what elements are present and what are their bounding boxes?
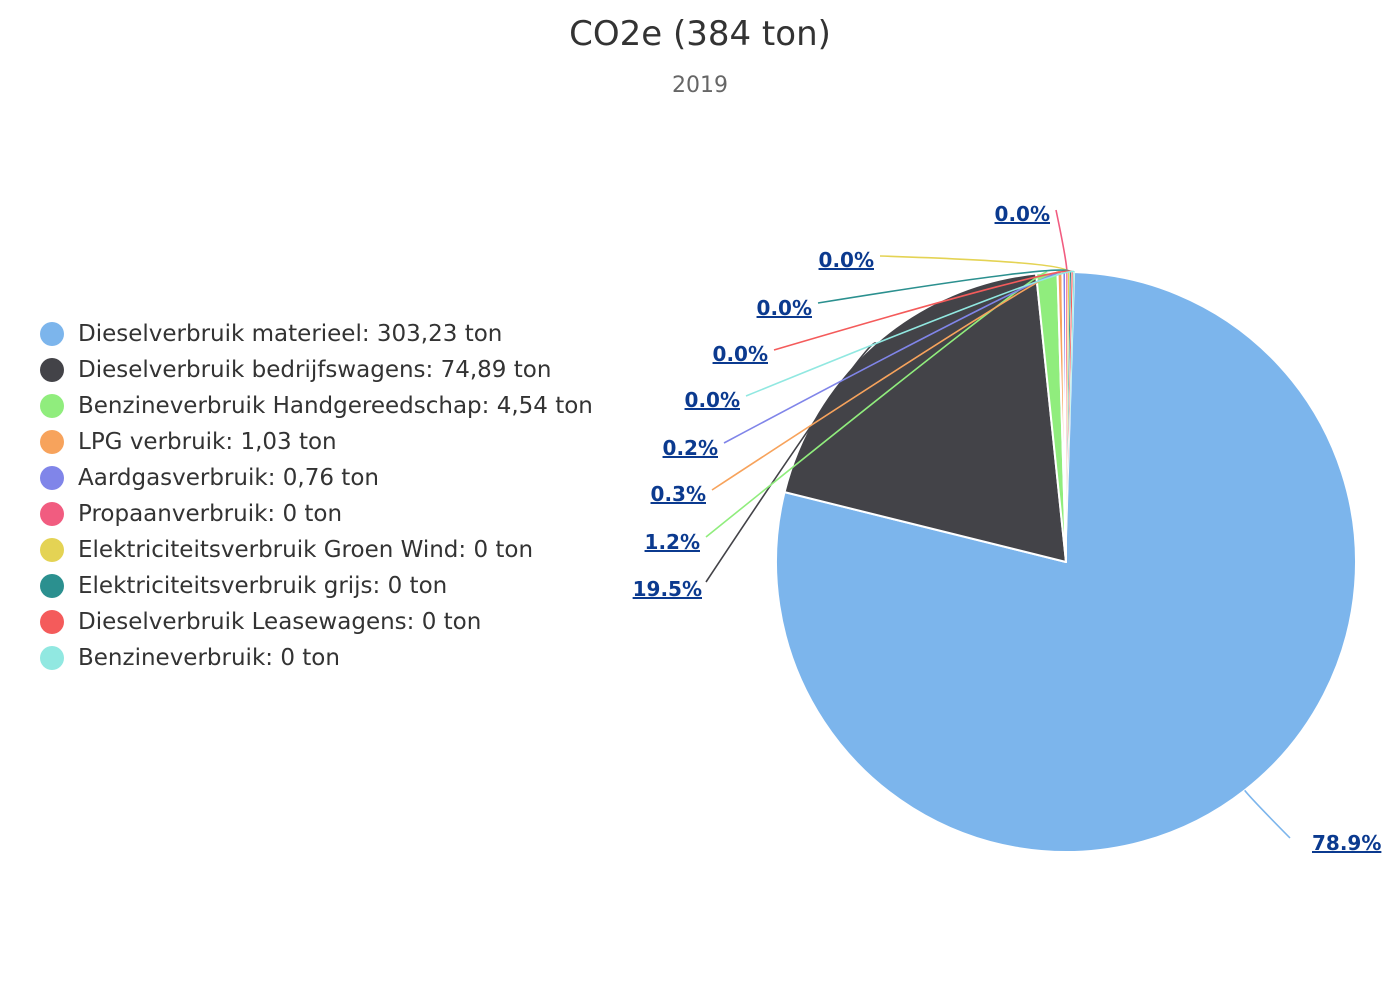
legend-swatch-icon	[40, 538, 64, 562]
pie-slices	[775, 270, 1357, 853]
data-label[interactable]: 0.0%	[995, 202, 1050, 226]
legend-item[interactable]: LPG verbruik: 1,03 ton	[40, 424, 640, 460]
data-label[interactable]: 0.0%	[757, 296, 812, 320]
connector-line	[817, 269, 1072, 304]
connector-line	[773, 270, 1074, 351]
data-label[interactable]: 19.5%	[633, 577, 702, 601]
legend-label: Elektriciteitsverbruik Groen Wind: 0 ton	[78, 537, 534, 563]
data-labels: 78.9% 19.5% 1.2% 0.3% 0.2% 0.0% 0.0% 0.0% 0.0% 0.…	[633, 202, 1382, 855]
connector-line	[1244, 789, 1291, 839]
legend-swatch-icon	[40, 358, 64, 382]
legend-swatch-icon	[40, 394, 64, 418]
legend-swatch-icon	[40, 466, 64, 490]
chart-legend: Dieselverbruik materieel: 303,23 ton Die…	[40, 316, 640, 676]
data-label[interactable]: 1.2%	[645, 530, 700, 554]
legend-label: Elektriciteitsverbruik grijs: 0 ton	[78, 573, 448, 599]
legend-label: Aardgasverbruik: 0,76 ton	[78, 465, 379, 491]
legend-item[interactable]: Propaanverbruik: 0 ton	[40, 496, 640, 532]
connector-line	[1055, 209, 1068, 273]
legend-label: Propaanverbruik: 0 ton	[78, 501, 343, 527]
legend-item[interactable]: Benzineverbruik: 0 ton	[40, 640, 640, 676]
chart-title: CO2e (384 ton)	[569, 14, 831, 54]
legend-label: LPG verbruik: 1,03 ton	[78, 429, 337, 455]
data-label[interactable]: 0.0%	[685, 388, 740, 412]
data-label[interactable]: 0.0%	[713, 342, 768, 366]
legend-label: Dieselverbruik bedrijfswagens: 74,89 ton	[78, 357, 552, 383]
legend-label: Benzineverbruik Handgereedschap: 4,54 to…	[78, 393, 593, 419]
legend-label: Dieselverbruik Leasewagens: 0 ton	[78, 609, 482, 635]
connectors	[705, 209, 1291, 839]
data-label[interactable]: 0.3%	[651, 482, 706, 506]
legend-swatch-icon	[40, 610, 64, 634]
legend-swatch-icon	[40, 322, 64, 346]
data-label[interactable]: 0.2%	[663, 436, 718, 460]
chart-subtitle: 2019	[672, 73, 728, 98]
legend-swatch-icon	[40, 502, 64, 526]
legend-item[interactable]: Dieselverbruik bedrijfswagens: 74,89 ton	[40, 352, 640, 388]
legend-item[interactable]: Elektriciteitsverbruik Groen Wind: 0 ton	[40, 532, 640, 568]
connector-line	[879, 255, 1070, 273]
legend-item[interactable]: Dieselverbruik Leasewagens: 0 ton	[40, 604, 640, 640]
connector-line	[705, 271, 1048, 538]
legend-item[interactable]: Elektriciteitsverbruik grijs: 0 ton	[40, 568, 640, 604]
legend-item[interactable]: Benzineverbruik Handgereedschap: 4,54 to…	[40, 388, 640, 424]
data-label[interactable]: 0.0%	[819, 248, 874, 272]
legend-swatch-icon	[40, 646, 64, 670]
legend-swatch-icon	[40, 574, 64, 598]
legend-label: Benzineverbruik: 0 ton	[78, 645, 340, 671]
legend-label: Dieselverbruik materieel: 303,23 ton	[78, 321, 503, 347]
legend-swatch-icon	[40, 430, 64, 454]
data-label[interactable]: 78.9%	[1312, 831, 1381, 855]
legend-item[interactable]: Aardgasverbruik: 0,76 ton	[40, 460, 640, 496]
connector-line	[745, 270, 1075, 397]
legend-item[interactable]: Dieselverbruik materieel: 303,23 ton	[40, 316, 640, 352]
